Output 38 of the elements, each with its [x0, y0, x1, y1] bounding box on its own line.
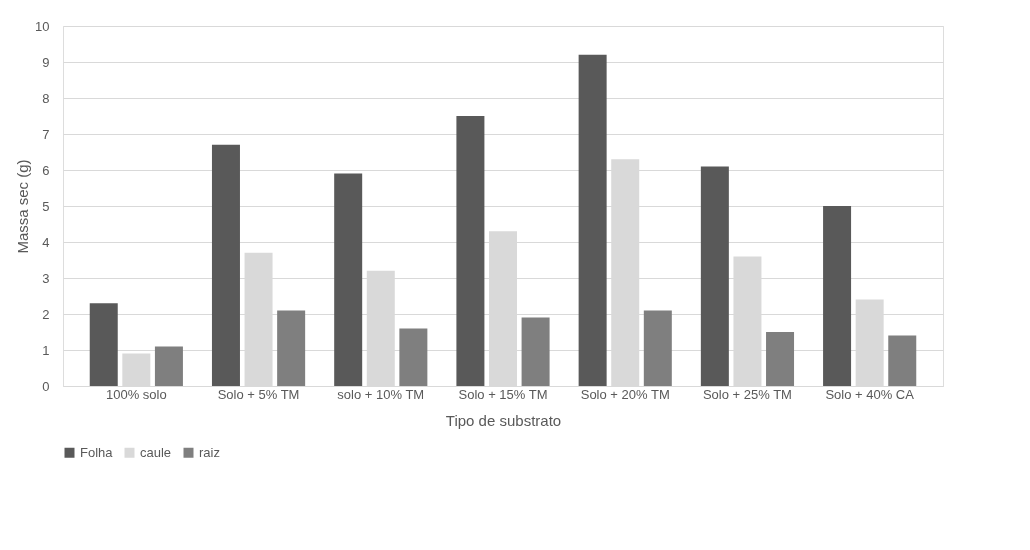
- x-tick-label: 100% solo: [105, 386, 167, 402]
- bar: [154, 346, 183, 386]
- bar: [334, 173, 363, 386]
- bar: [888, 335, 917, 386]
- y-tick-label: 5: [42, 198, 50, 214]
- x-tick-label: Solo + 40% CA: [825, 386, 915, 402]
- bar: [277, 310, 306, 386]
- bar: [766, 332, 795, 386]
- y-tick-label: 0: [42, 378, 50, 394]
- x-tick-label: Solo + 25% TM: [702, 386, 792, 402]
- legend-label: Folha: [80, 444, 114, 460]
- y-tick-label: 1: [42, 342, 50, 358]
- legend-label: raiz: [199, 444, 220, 460]
- x-tick-label: Solo + 5% TM: [217, 386, 300, 402]
- x-tick-label: Solo + 20% TM: [580, 386, 670, 402]
- y-tick-label: 3: [42, 270, 50, 286]
- bar: [122, 353, 151, 386]
- y-axis-title: Massa sec (g): [14, 159, 32, 254]
- x-tick-label: Solo + 15% TM: [458, 386, 548, 402]
- bar: [700, 166, 729, 386]
- y-tick-label: 10: [35, 18, 50, 34]
- x-axis-title: Tipo de substrato: [445, 411, 562, 429]
- x-tick-label: solo + 10% TM: [337, 386, 425, 402]
- y-tick-label: 6: [42, 162, 50, 178]
- y-tick-label: 7: [42, 126, 50, 142]
- bar: [521, 317, 550, 386]
- bar: [399, 328, 428, 386]
- bar: [211, 144, 240, 386]
- legend-label: caule: [140, 444, 172, 460]
- bar: [643, 310, 672, 386]
- bar: [89, 303, 118, 386]
- bar: [456, 116, 485, 386]
- bar: [578, 54, 607, 386]
- y-tick-label: 8: [42, 90, 50, 106]
- y-tick-label: 4: [42, 234, 50, 250]
- y-tick-label: 2: [42, 306, 50, 322]
- y-tick-label: 9: [42, 54, 50, 70]
- bar: [823, 206, 852, 386]
